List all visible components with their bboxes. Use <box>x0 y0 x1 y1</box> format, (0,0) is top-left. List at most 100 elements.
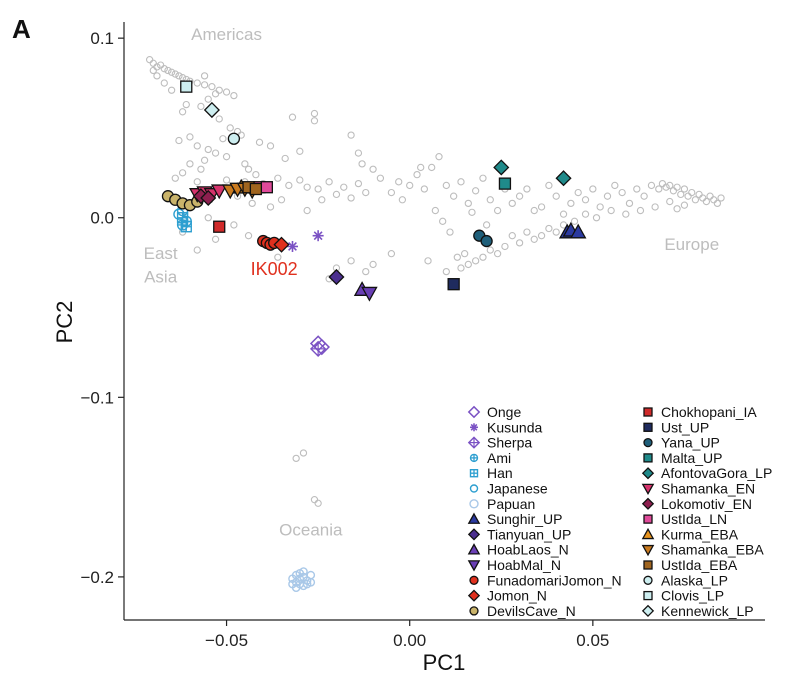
background-point <box>596 203 604 211</box>
legend-item: HoabLaos_N <box>467 542 569 558</box>
background-point <box>559 210 568 218</box>
background-point <box>277 196 286 204</box>
axes <box>123 22 765 621</box>
background-point <box>215 115 223 123</box>
point-Sherpa <box>309 340 327 357</box>
legend-label: HoabLaos_N <box>487 542 569 558</box>
background-point <box>677 190 685 199</box>
background-point <box>710 196 718 204</box>
background-point <box>362 188 370 197</box>
background-point <box>453 253 461 261</box>
background-point <box>479 253 487 261</box>
background-point <box>160 79 168 87</box>
legend-marker <box>467 436 481 449</box>
background-point <box>464 199 472 208</box>
background-point <box>175 72 183 80</box>
papuan-point <box>288 574 297 583</box>
legend-item: Jomon_N <box>467 588 547 604</box>
background-point <box>164 66 172 75</box>
region-label: East <box>144 244 178 263</box>
background-point <box>460 250 469 258</box>
background-point <box>299 449 308 457</box>
background-point <box>266 142 275 150</box>
legend-label: Sherpa <box>487 435 532 451</box>
background-point <box>340 183 348 191</box>
background-point <box>435 153 443 161</box>
point-Ust_UP <box>447 278 460 291</box>
background-point <box>482 221 491 229</box>
background-point <box>545 224 553 233</box>
legend-marker <box>643 514 653 524</box>
legend-label: Ami <box>487 450 511 466</box>
background-point <box>611 181 619 190</box>
background-point <box>398 196 407 204</box>
legend-marker <box>641 544 655 557</box>
background-point <box>673 183 681 191</box>
background-point <box>222 88 231 96</box>
region-label: Oceania <box>279 521 343 540</box>
region-label: Americas <box>191 25 262 44</box>
background-point <box>658 179 667 188</box>
background-point <box>439 217 447 225</box>
background-point <box>457 264 465 272</box>
background-point <box>464 260 472 269</box>
background-point <box>486 246 494 254</box>
background-point <box>633 185 641 193</box>
legend-item: AfontovaGora_LP <box>641 465 772 481</box>
legend-item: Tianyuan_UP <box>467 526 571 542</box>
background-point <box>417 163 425 172</box>
background-point <box>607 206 615 215</box>
legend-item: Alaska_LP <box>643 572 728 588</box>
background-point <box>501 242 509 251</box>
background-point <box>211 235 220 243</box>
legend-label: Shamanka_EBA <box>661 542 764 558</box>
background-point <box>314 499 322 507</box>
legend-label: Onge <box>487 404 521 420</box>
legend-item: Sunghir_UP <box>467 511 563 527</box>
legend-label: AfontovaGora_LP <box>661 465 772 481</box>
background-point <box>442 267 450 276</box>
background-point <box>581 210 590 218</box>
background-point <box>274 174 282 182</box>
background-point <box>537 232 546 240</box>
point-Japanese <box>173 208 185 220</box>
background-point <box>545 181 553 190</box>
background-point <box>647 181 656 190</box>
background-point <box>193 246 201 254</box>
legend-item: HoabMal_N <box>467 557 561 573</box>
region-label: Europe <box>664 235 719 254</box>
background-point <box>636 206 645 215</box>
legend-label: Clovis_LP <box>661 588 724 604</box>
legend-item: UstIda_LN <box>643 511 727 527</box>
legend-marker <box>469 575 479 585</box>
legend-marker <box>469 469 479 478</box>
background-point <box>471 257 480 265</box>
legend-item: Shamanka_EN <box>641 481 755 497</box>
background-point <box>589 185 597 193</box>
background-point <box>241 160 249 168</box>
background-point <box>204 214 212 222</box>
legend-marker <box>467 512 481 524</box>
background-point <box>673 205 681 213</box>
background-point <box>292 454 300 463</box>
background-point <box>175 136 183 145</box>
legend-marker <box>641 604 655 618</box>
background-point <box>699 194 707 202</box>
y-tick-label: 0.0 <box>90 209 114 228</box>
legend-item: Kennewick_LP <box>641 603 754 619</box>
legend-marker <box>467 543 481 555</box>
background-point <box>369 260 377 269</box>
background-point <box>197 165 205 173</box>
background-point <box>230 91 238 100</box>
background-point <box>666 181 674 190</box>
background-point <box>211 149 220 157</box>
legend-marker <box>643 590 653 601</box>
legend: OngeKusundaSherpaAmiHanJapanesePapuanSun… <box>467 404 772 619</box>
legend-label: Malta_UP <box>661 450 722 466</box>
point-Shamanka_EN <box>210 184 228 200</box>
background-point <box>226 124 234 132</box>
background-point <box>625 199 634 208</box>
background-point <box>442 181 450 190</box>
background-point <box>413 170 421 179</box>
legend-label: UstIda_LN <box>661 511 727 527</box>
